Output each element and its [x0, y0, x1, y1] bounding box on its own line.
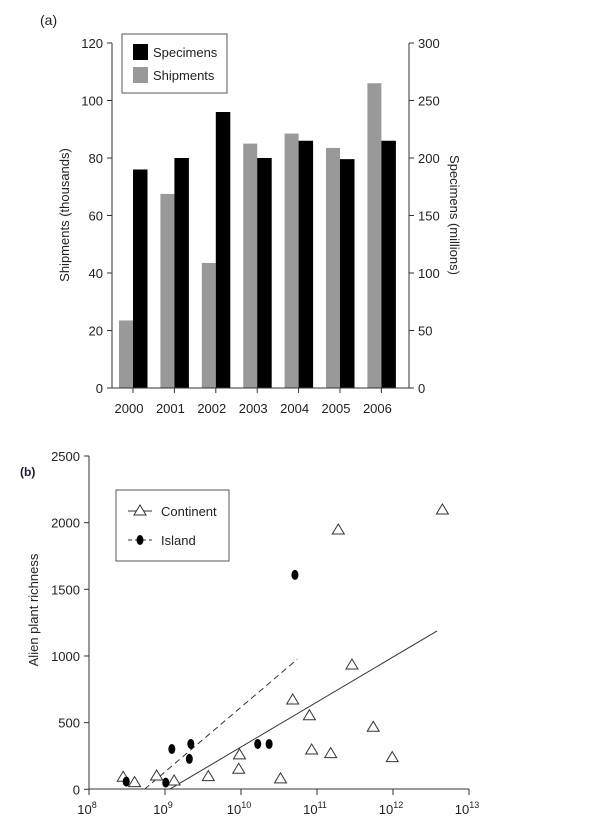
continent-point [323, 746, 338, 759]
legend-b: Continent Island [115, 489, 230, 562]
panel-label-b: (b) [20, 465, 35, 479]
y-tick-label: 2000 [51, 516, 80, 531]
island-point [291, 569, 299, 580]
y-tick-label-right: 300 [418, 36, 440, 51]
island-point [185, 753, 193, 764]
y-tick-label-left: 20 [89, 324, 103, 339]
continent-point [167, 774, 182, 786]
bar-shipments [160, 193, 175, 388]
legend-triangle-icon [133, 504, 147, 516]
continent-point [345, 658, 359, 670]
bar-shipments [284, 133, 299, 388]
island-point [122, 776, 130, 787]
continent-point [435, 503, 450, 515]
legend-label-specimens: Specimens [153, 45, 218, 60]
legend-box [121, 33, 228, 94]
x-tick-label: 2006 [363, 401, 392, 416]
bar-shipments [201, 262, 216, 388]
continent-fit-line [169, 630, 438, 790]
y-tick-label-left: 0 [96, 381, 103, 396]
legend-label-shipments: Shipments [153, 68, 215, 83]
y-tick-label: 0 [73, 782, 80, 797]
chart-a: (a) 0 20 40 60 80 100 120 0 50 100 150 200 250 300 200… [40, 12, 462, 416]
x-tick-label: 108 [77, 800, 96, 817]
island-point [187, 738, 195, 749]
y-tick-label: 1000 [51, 649, 80, 664]
continent-point [302, 708, 317, 721]
y-axis-label-right: Specimens (millions) [447, 155, 462, 275]
continent-point [201, 769, 216, 782]
bar-specimens [298, 140, 314, 388]
bar-specimens [340, 159, 355, 388]
panel-label-a: (a) [40, 12, 57, 28]
bar-shipments [367, 83, 382, 388]
bar-shipments [243, 143, 258, 388]
y-tick-label-right: 150 [418, 209, 440, 224]
y-axis-label: Alien plant richness [26, 553, 41, 666]
legend-label-continent: Continent [161, 504, 217, 519]
y-tick-label: 500 [58, 716, 80, 731]
legend-swatch-specimens [133, 44, 148, 60]
y-tick-label-right: 200 [418, 151, 440, 166]
x-tick-label: 2004 [280, 401, 309, 416]
y-tick-label: 1500 [51, 582, 80, 597]
x-tick-label: 1011 [303, 800, 327, 817]
y-axis-label-left: Shipments (thousands) [57, 148, 72, 282]
bar-shipments [326, 147, 340, 388]
y-tick-label-right: 100 [418, 266, 440, 281]
island-point [162, 777, 170, 788]
x-tick-label: 109 [153, 800, 172, 817]
x-tick-label: 1010 [227, 800, 251, 817]
continent-point [232, 747, 247, 760]
bar-shipments [119, 320, 133, 388]
continent-point [149, 768, 164, 781]
x-tick-label: 2005 [322, 401, 351, 416]
bar-specimens [215, 112, 231, 388]
chart-b: (b) Alien plant richness 0 500 1000 1500 200… [20, 449, 479, 817]
continent-point [285, 693, 300, 705]
island-point [254, 738, 262, 749]
continent-point [385, 750, 400, 763]
continent-point [127, 775, 142, 788]
y-tick-label-right: 50 [418, 324, 432, 339]
island-point [168, 744, 176, 755]
y-tick-label-left: 120 [81, 36, 103, 51]
bar-specimens [133, 169, 148, 388]
continent-point [331, 523, 346, 535]
x-tick-label: 1013 [455, 800, 479, 817]
y-tick-label-right: 250 [418, 94, 440, 109]
legend-label-island: Island [161, 533, 196, 548]
x-tick-label: 2001 [156, 401, 185, 416]
y-tick-label-left: 80 [89, 151, 103, 166]
legend-a: Specimens Shipments [121, 33, 228, 94]
y-tick-label: 2500 [51, 449, 80, 464]
continent-point [273, 771, 288, 784]
legend-box [115, 489, 230, 562]
bar-specimens [257, 158, 272, 388]
continent-point [231, 762, 246, 774]
x-tick-label: 2000 [115, 401, 144, 416]
y-tick-label-left: 60 [89, 209, 103, 224]
y-tick-label-left: 100 [81, 94, 103, 109]
y-tick-label-left: 40 [89, 266, 103, 281]
continent-point [304, 742, 319, 755]
island-point [265, 738, 273, 749]
x-tick-label: 2002 [197, 401, 226, 416]
legend-dot-icon [136, 535, 144, 545]
x-tick-label: 1012 [379, 800, 403, 817]
island-fit-line [144, 658, 298, 790]
x-tick-label: 2003 [239, 401, 268, 416]
legend-swatch-shipments [133, 67, 148, 83]
bar-specimens [174, 158, 189, 388]
continent-point [366, 720, 381, 732]
bar-specimens [381, 140, 396, 388]
y-tick-label-right: 0 [418, 381, 425, 396]
